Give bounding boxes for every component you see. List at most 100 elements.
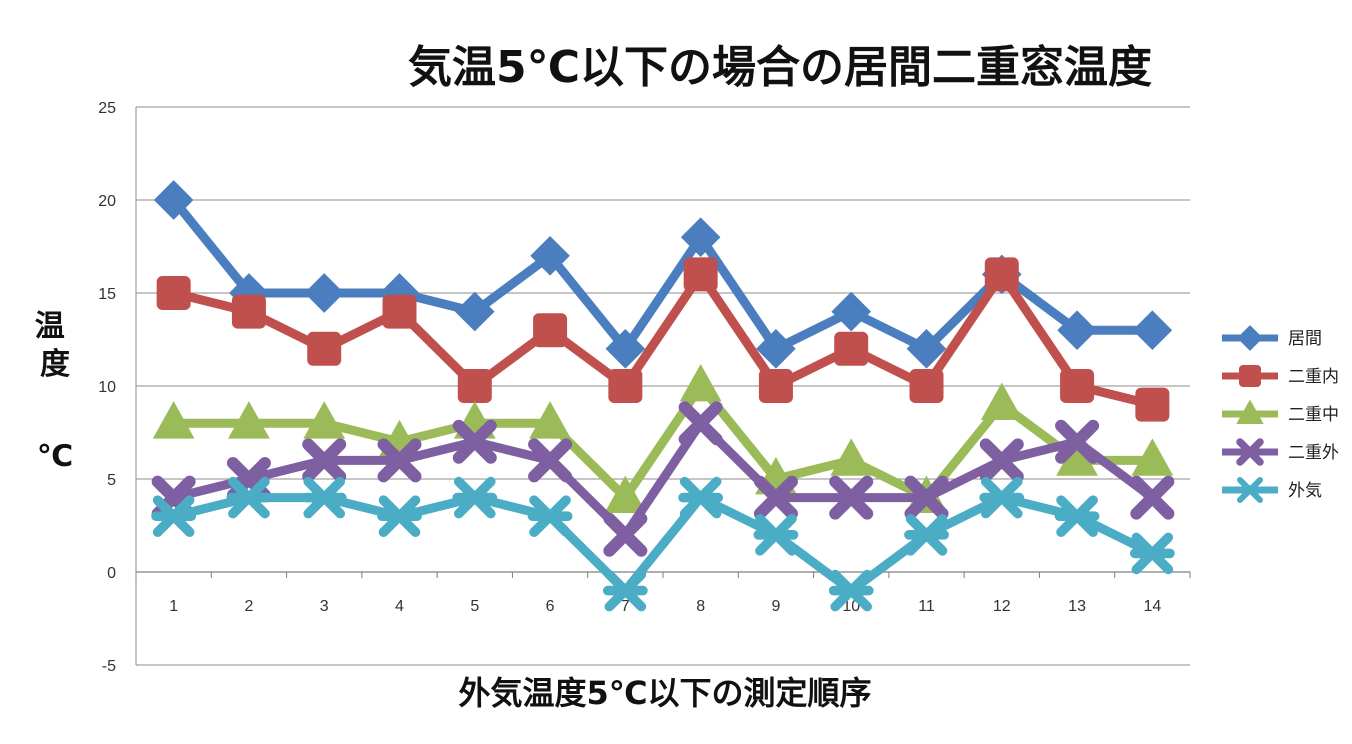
- data-point-s2-1: [156, 276, 191, 310]
- x-axis-ticks: 1 2 3 4 5 6 7 8 9 10 11 12 13 14: [169, 598, 1161, 615]
- data-point-s4-6: [528, 438, 573, 483]
- x-tick-label-13: 14: [1143, 598, 1161, 615]
- data-point-s5-5: [452, 476, 498, 519]
- legend-label-4: 二重外: [1288, 443, 1339, 463]
- data-point-s4-5: [452, 419, 497, 464]
- data-point-s5-14: [1129, 532, 1175, 575]
- x-tick-label-2: 3: [320, 598, 329, 615]
- legend-item-3: 二重中: [1222, 399, 1339, 425]
- data-point-s4-14: [1130, 475, 1175, 520]
- x-tick-label-10: 11: [918, 598, 935, 615]
- legend-marker-4: [1236, 438, 1264, 466]
- data-point-s1-5: [454, 291, 495, 332]
- x-tick-label-6: 7: [621, 598, 630, 615]
- x-tick-label-12: 13: [1068, 598, 1086, 615]
- legend-label-5: 外気: [1288, 481, 1322, 501]
- data-point-s1-7: [605, 328, 646, 369]
- data-point-s3-1: [152, 401, 195, 439]
- legend-label-2: 二重内: [1288, 367, 1339, 387]
- data-point-s2-2: [231, 294, 266, 329]
- data-point-s2-3: [307, 331, 342, 366]
- data-point-s5-13: [1054, 495, 1100, 537]
- data-point-s5-12: [979, 476, 1025, 519]
- y-axis-unit: ℃: [37, 439, 73, 474]
- x-tick-label-0: 1: [169, 598, 178, 615]
- data-point-s5-9: [753, 514, 799, 556]
- data-point-s4-12: [979, 438, 1024, 483]
- data-point-s4-10: [829, 475, 874, 520]
- legend-label-1: 居間: [1288, 329, 1322, 349]
- data-point-s3-7: [604, 475, 647, 513]
- x-tick-label-8: 9: [771, 598, 780, 615]
- y-axis-label-second: 度: [40, 347, 70, 382]
- data-point-s4-4: [377, 438, 422, 483]
- data-point-s1-10: [831, 291, 872, 332]
- data-point-s1-6: [530, 235, 570, 276]
- data-point-s3-2: [228, 401, 270, 439]
- x-tick-label-4: 5: [470, 598, 479, 615]
- legend-label-3: 二重中: [1288, 405, 1339, 425]
- data-point-s4-11: [904, 475, 949, 520]
- legend-marker-2: [1239, 365, 1261, 387]
- data-point-s2-7: [608, 369, 643, 403]
- x-tick-label-9: 10: [842, 598, 860, 615]
- data-point-s3-14: [1131, 438, 1174, 476]
- data-point-s1-11: [906, 328, 947, 369]
- y-axis-label-first: 温: [35, 309, 65, 344]
- data-point-s5-4: [377, 495, 422, 537]
- legend-item-5: 外気: [1222, 477, 1322, 503]
- series-5: [151, 476, 1175, 612]
- data-point-s5-10: [828, 569, 874, 612]
- y-tick-label-4: 15: [98, 286, 116, 303]
- x-tick-label-3: 4: [395, 598, 404, 615]
- data-point-s3-12: [980, 382, 1023, 420]
- data-point-s5-2: [226, 476, 272, 519]
- series-group: [151, 180, 1175, 612]
- legend-marker-5: [1236, 477, 1264, 503]
- data-point-s2-10: [834, 331, 869, 366]
- data-point-s5-3: [301, 476, 347, 519]
- chart-title: 気温5℃以下の場合の居間二重窓温度: [408, 42, 1152, 93]
- data-point-s5-11: [904, 514, 949, 556]
- data-point-s1-13: [1057, 310, 1097, 351]
- data-point-s5-7: [602, 569, 648, 612]
- x-tick-label-7: 8: [696, 598, 705, 615]
- data-point-s4-8: [678, 401, 723, 446]
- y-tick-label-6: 25: [98, 100, 116, 117]
- legend-marker-3: [1236, 399, 1264, 424]
- x-tick-label-11: 12: [993, 598, 1011, 615]
- data-point-s4-9: [753, 475, 798, 520]
- y-axis-label: 温 度: [35, 309, 75, 382]
- x-axis-label: 外気温度5℃以下の測定順序: [458, 674, 871, 712]
- x-tick-label-5: 6: [546, 598, 555, 615]
- series-2: [156, 257, 1170, 422]
- data-point-s2-11: [909, 369, 944, 403]
- data-point-s3-6: [529, 401, 571, 439]
- x-tick-label-1: 2: [244, 598, 253, 615]
- data-point-s1-1: [153, 180, 194, 220]
- data-point-s2-12: [984, 257, 1019, 292]
- y-tick-label-5: 20: [98, 193, 116, 210]
- y-tick-label-1: 0: [107, 565, 116, 582]
- data-point-s3-10: [830, 438, 873, 476]
- data-point-s5-6: [527, 495, 573, 537]
- data-point-s2-4: [382, 294, 417, 329]
- data-point-s3-3: [303, 401, 346, 439]
- legend-item-4: 二重外: [1222, 438, 1339, 466]
- data-point-s4-3: [302, 438, 347, 483]
- data-point-s2-13: [1060, 369, 1095, 403]
- data-point-s3-8: [679, 363, 722, 402]
- data-point-s4-13: [1055, 419, 1100, 464]
- y-tick-label-2: 5: [107, 472, 116, 489]
- data-point-s1-8: [680, 217, 721, 258]
- gridlines: [135, 106, 1191, 666]
- data-point-s5-1: [151, 495, 197, 537]
- data-point-s2-9: [758, 369, 793, 403]
- y-tick-label-0: -5: [102, 658, 116, 675]
- y-axis-ticks: -5 0 5 10 15 20 25: [98, 100, 116, 675]
- y-tick-label-3: 10: [98, 379, 116, 396]
- data-point-s4-7: [603, 512, 648, 557]
- legend-item-1: 居間: [1222, 325, 1322, 351]
